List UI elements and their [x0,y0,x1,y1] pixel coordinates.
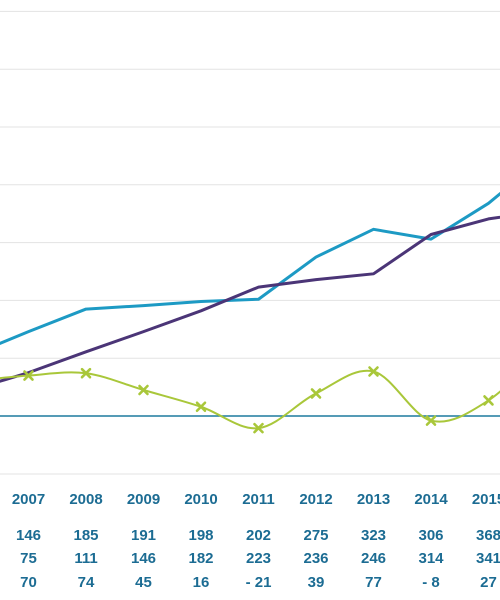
x-tick-label: 2013 [357,491,390,508]
marker-layer [23,366,494,434]
data-table: 146 185 191 198 202 275 323 306 368 75 111 146 182 22… [16,527,500,591]
table-cell: 275 [303,527,328,544]
table-cell: 111 [74,550,97,567]
table-cell: 27 [480,574,497,591]
x-tick-labels: 2007 2008 2009 2010 2011 2012 2013 2014 2015 [12,491,500,508]
table-cell: 198 [188,527,213,544]
table-cell: 70 [20,574,37,591]
x-tick-label: 2015 [472,491,500,508]
x-tick-label: 2008 [69,491,102,508]
table-cell: 306 [418,527,443,544]
series-3-marker [138,384,149,396]
table-cell: 77 [365,574,382,591]
series-3-marker [195,401,207,413]
table-cell: 341 [476,550,500,567]
table-cell: 39 [308,574,325,591]
table-cell: 146 [131,550,156,567]
table-cell: 223 [246,550,271,567]
x-tick-label: 2012 [299,491,332,508]
table-cell: 182 [188,550,213,567]
series-3-marker [23,370,34,381]
marker-cross [23,370,34,381]
table-cell: 191 [131,527,156,544]
series-line-1 [0,191,500,345]
series-3-marker [368,366,379,377]
series-line-2 [0,215,500,383]
marker-cross [368,366,379,377]
x-tick-label: 2011 [242,491,275,508]
marker-cross [195,401,207,413]
table-cell: 74 [78,574,95,591]
x-tick-label: 2007 [12,491,45,508]
series-3-marker [80,367,92,379]
series-3-marker [253,422,264,434]
marker-cross [138,384,149,396]
series-3-marker [310,388,322,399]
table-cell: 314 [418,550,444,567]
series-3-marker [483,395,494,406]
table-cell: 236 [303,550,328,567]
x-tick-label: 2010 [184,491,217,508]
x-tick-label: 2009 [127,491,160,508]
table-cell: - 8 [422,574,440,591]
table-cell: 75 [20,550,37,567]
table-cell: 368 [476,527,500,544]
table-cell: 16 [193,574,210,591]
table-cell: - 21 [246,574,272,591]
marker-cross [483,395,494,406]
table-cell: 246 [361,550,386,567]
table-cell: 323 [361,527,386,544]
series-3-marker [425,415,437,426]
gridlines [0,10,500,475]
table-cell: 146 [16,527,41,544]
marker-cross [80,367,92,379]
series-layer [0,191,500,430]
table-cell: 185 [73,527,98,544]
marker-cross [253,422,264,434]
x-tick-label: 2014 [414,491,448,508]
marker-cross [425,415,437,426]
table-cell: 45 [135,574,152,591]
table-cell: 202 [246,527,271,544]
series-line-3 [0,369,500,430]
marker-cross [310,388,322,399]
